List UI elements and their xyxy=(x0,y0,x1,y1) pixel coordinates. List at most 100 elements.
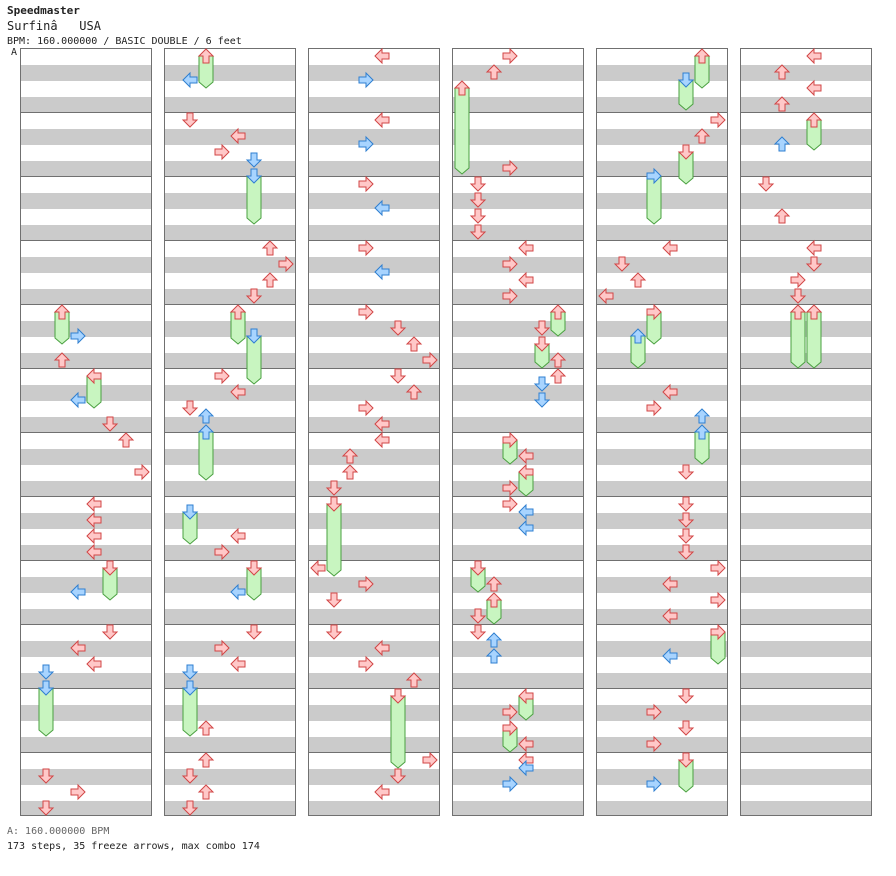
step-arrow-left xyxy=(230,583,246,601)
step-arrow-right xyxy=(134,463,150,481)
measure-divider xyxy=(453,560,583,561)
measure-divider xyxy=(741,496,871,497)
measure-divider xyxy=(453,240,583,241)
song-title: Speedmaster xyxy=(7,4,80,17)
step-arrow-down xyxy=(37,768,55,784)
measure-divider xyxy=(309,560,439,561)
step-arrow-left xyxy=(86,655,102,673)
step-arrow-up xyxy=(405,384,423,400)
step-arrow-down xyxy=(677,544,695,560)
measure-divider xyxy=(309,368,439,369)
measure-divider xyxy=(597,496,727,497)
step-arrow-right xyxy=(646,775,662,793)
step-arrow-left xyxy=(86,495,102,513)
step-arrow-right xyxy=(358,135,374,153)
measure-divider xyxy=(597,112,727,113)
measure-divider xyxy=(21,304,151,305)
step-arrow-up xyxy=(629,272,647,288)
step-arrow-down xyxy=(245,328,263,344)
step-arrow-down xyxy=(469,192,487,208)
step-arrow-up xyxy=(197,408,215,424)
measure-divider xyxy=(597,176,727,177)
freeze-arrow-body xyxy=(390,695,406,769)
measure-divider xyxy=(165,304,295,305)
step-arrow-left xyxy=(662,383,678,401)
step-arrow-left xyxy=(230,655,246,673)
step-arrow-up xyxy=(117,432,135,448)
chart-column-3 xyxy=(308,48,440,816)
measure-divider xyxy=(741,688,871,689)
step-arrow-left xyxy=(70,391,86,409)
measure-divider xyxy=(165,560,295,561)
step-arrow-down xyxy=(245,288,263,304)
step-arrow-down xyxy=(805,256,823,272)
step-arrow-up xyxy=(485,632,503,648)
step-arrow-down xyxy=(181,504,199,520)
measure-divider xyxy=(741,560,871,561)
step-arrow-right xyxy=(502,719,518,737)
measure-divider xyxy=(741,432,871,433)
step-arrow-down xyxy=(37,800,55,816)
step-arrow-down xyxy=(757,176,775,192)
step-arrow-down xyxy=(677,720,695,736)
freeze-arrow-body xyxy=(790,311,806,369)
step-arrow-down xyxy=(469,208,487,224)
measure-divider xyxy=(21,112,151,113)
step-arrow-right xyxy=(214,143,230,161)
step-arrow-left xyxy=(374,263,390,281)
measure-divider xyxy=(309,240,439,241)
step-arrow-up xyxy=(693,128,711,144)
step-arrow-down xyxy=(469,224,487,240)
step-arrow-left xyxy=(374,47,390,65)
step-arrow-up xyxy=(261,272,279,288)
step-arrow-right xyxy=(710,591,726,609)
step-arrow-up xyxy=(197,752,215,768)
step-arrow-left xyxy=(518,271,534,289)
step-arrow-left xyxy=(182,71,198,89)
measure-divider xyxy=(597,688,727,689)
step-arrow-up xyxy=(485,64,503,80)
step-arrow-down xyxy=(469,608,487,624)
step-arrow-right xyxy=(502,431,518,449)
step-arrow-down xyxy=(325,496,343,512)
step-arrow-down xyxy=(677,144,695,160)
measure-divider xyxy=(165,240,295,241)
measure-divider xyxy=(21,176,151,177)
step-arrow-right xyxy=(358,399,374,417)
step-arrow-down xyxy=(181,800,199,816)
step-arrow-right xyxy=(646,167,662,185)
measure-divider xyxy=(597,368,727,369)
step-arrow-up xyxy=(693,48,711,64)
step-arrow-left xyxy=(310,559,326,577)
step-arrow-down xyxy=(37,664,55,680)
step-arrow-up xyxy=(261,240,279,256)
step-arrow-left xyxy=(518,239,534,257)
step-arrow-up xyxy=(629,328,647,344)
step-arrow-down xyxy=(181,768,199,784)
step-arrow-right xyxy=(646,703,662,721)
step-arrow-left xyxy=(518,519,534,537)
step-arrow-down xyxy=(181,400,199,416)
step-arrow-right xyxy=(214,639,230,657)
step-arrow-right xyxy=(502,775,518,793)
step-arrow-up xyxy=(197,424,215,440)
step-arrow-right xyxy=(358,71,374,89)
step-arrow-down xyxy=(789,288,807,304)
step-arrow-right xyxy=(502,159,518,177)
step-arrow-right xyxy=(646,303,662,321)
step-arrow-up xyxy=(229,304,247,320)
measure-divider xyxy=(309,752,439,753)
measure-divider xyxy=(597,240,727,241)
step-arrow-right xyxy=(214,543,230,561)
measure-divider xyxy=(309,688,439,689)
step-arrow-up xyxy=(773,64,791,80)
step-arrow-left xyxy=(806,239,822,257)
step-arrow-down xyxy=(389,768,407,784)
measure-divider xyxy=(165,496,295,497)
measure-divider xyxy=(165,688,295,689)
freeze-arrow-body xyxy=(806,311,822,369)
step-arrow-right xyxy=(214,367,230,385)
step-arrow-down xyxy=(245,152,263,168)
step-arrow-up xyxy=(53,352,71,368)
